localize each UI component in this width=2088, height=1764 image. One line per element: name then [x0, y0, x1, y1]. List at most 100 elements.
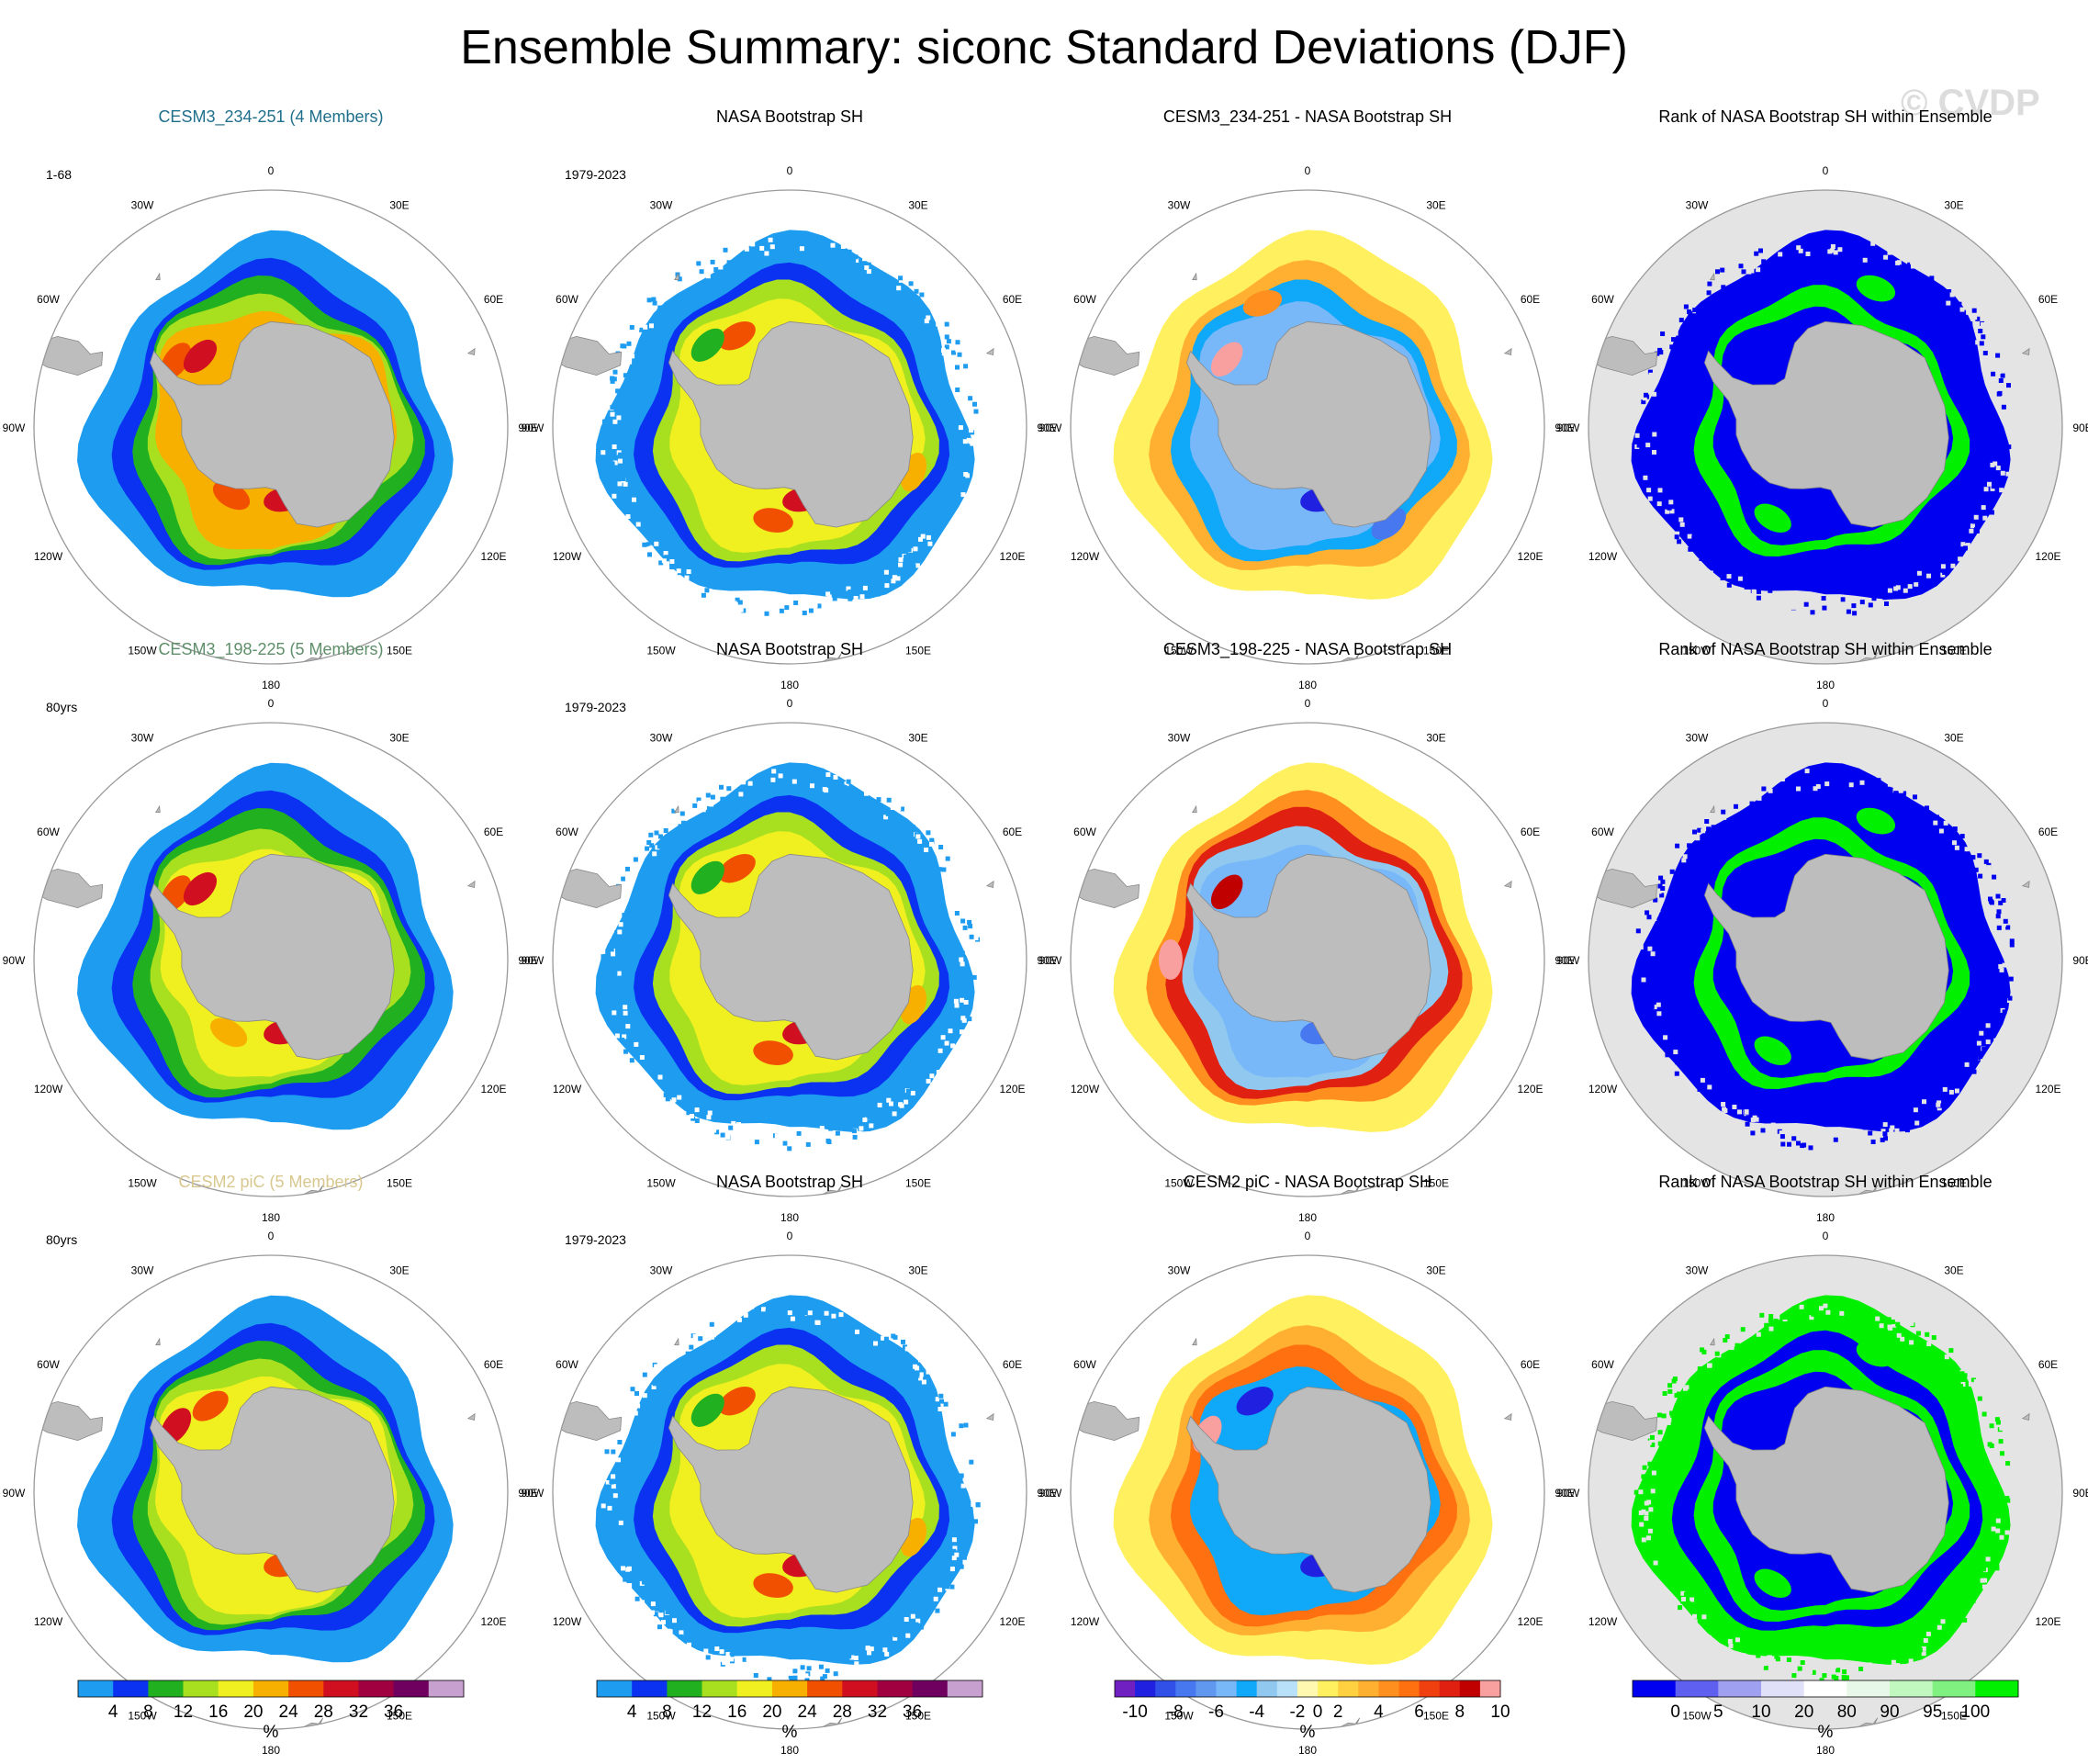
longitude-tick-label: 0 — [1305, 697, 1311, 710]
ice-pixel — [687, 798, 692, 803]
longitude-tick-label: 90W — [1557, 954, 1580, 967]
ice-pixel — [859, 258, 864, 263]
ice-pixel — [895, 1626, 901, 1632]
ice-hotspot — [690, 860, 724, 894]
longitude-tick-label: 180 — [262, 1211, 280, 1224]
ice-pixel — [1770, 1122, 1776, 1128]
ice-pixel — [604, 938, 610, 943]
ice-pixel — [1747, 581, 1753, 587]
ice-pixel — [938, 1393, 944, 1399]
south-georgia-landmass — [1191, 272, 1197, 281]
ice-pixel — [963, 406, 969, 411]
ice-pixel — [1893, 791, 1899, 796]
ice-pixel — [803, 1310, 809, 1316]
ice-pixel — [882, 1647, 888, 1653]
colorbar-tick-label: -6 — [1208, 1702, 1224, 1722]
ice-pixel — [692, 803, 698, 808]
ice-pixel — [1642, 1465, 1647, 1470]
ice-pixel — [674, 805, 679, 811]
ice-pixel — [623, 1005, 628, 1010]
ice-pixel — [951, 1537, 957, 1543]
longitude-tick-label: 30E — [389, 1264, 409, 1277]
ice-pixel — [1658, 350, 1664, 355]
ice-pixel — [1696, 558, 1701, 563]
longitude-tick-label: 30W — [1686, 199, 1709, 212]
ice-hotspot — [718, 320, 756, 351]
longitude-tick-label: 150E — [1941, 645, 1967, 657]
ice-pixel — [1699, 556, 1704, 561]
ice-pixel — [1645, 443, 1651, 448]
ice-pixel — [1985, 1556, 1991, 1562]
map-boundary — [33, 1254, 509, 1730]
ice-pixel — [1803, 778, 1809, 782]
ice-pixel — [1963, 316, 1968, 321]
ice-pixel — [869, 1123, 874, 1129]
panel-period-label: 1979-2023 — [565, 700, 626, 714]
ice-pixel — [1657, 1430, 1663, 1435]
ice-pixel — [758, 1673, 763, 1679]
ice-pixel — [681, 803, 687, 808]
ice-pixel — [1656, 1412, 1662, 1418]
ice-pixel — [729, 1652, 735, 1657]
ice-pixel — [612, 1006, 617, 1011]
ice-pixel — [645, 309, 651, 314]
ice-pixel — [1728, 1643, 1734, 1648]
colorbar-tick-label: 2 — [1333, 1702, 1343, 1722]
ice-pixel — [1981, 1567, 1986, 1572]
longitude-tick-label: 60E — [484, 826, 503, 838]
ice-pixel — [1968, 1381, 1973, 1387]
ice-pixel — [1743, 257, 1748, 263]
ice-pixel — [1844, 245, 1849, 251]
ice-pixel — [796, 1676, 802, 1681]
ice-pixel — [1700, 1077, 1705, 1083]
ice-pixel — [1764, 794, 1769, 800]
ice-pixel — [1995, 1528, 2001, 1534]
ice-pixel — [1970, 1377, 1976, 1383]
ice-pixel — [1890, 1125, 1895, 1130]
ice-pixel — [1736, 1113, 1742, 1118]
ice-pixel — [1997, 1432, 2003, 1437]
ice-pixel — [658, 834, 663, 839]
ice-pixel — [1918, 588, 1923, 593]
ice-pixel — [1985, 1039, 1991, 1045]
ice-pixel — [747, 1319, 753, 1324]
longitude-tick-label: 150E — [387, 1710, 412, 1723]
longitude-tick-label: 150W — [128, 1710, 157, 1723]
map-boundary — [1588, 722, 2063, 1197]
south-georgia-landmass — [1709, 1337, 1715, 1346]
ice-pixel — [1923, 1638, 1928, 1643]
ice-pixel — [1904, 1128, 1910, 1133]
colorbar-tick-label: 20 — [762, 1702, 781, 1722]
ice-pixel — [1796, 786, 1801, 792]
ice-pixel — [911, 564, 916, 569]
ice-pixel — [847, 1320, 852, 1326]
kerguelen-landmass — [985, 1412, 994, 1421]
ice-pixel — [965, 1511, 971, 1517]
ice-pixel — [1768, 780, 1774, 785]
antarctica-landmass — [668, 853, 914, 1061]
ice-pixel — [622, 1034, 627, 1039]
ice-pixel — [760, 595, 766, 601]
ice-pixel — [783, 782, 789, 788]
ice-pixel — [1944, 1354, 1949, 1360]
ice-pixel — [1993, 893, 1998, 898]
longitude-tick-label: 120E — [2035, 1615, 2060, 1628]
ice-pixel — [915, 563, 920, 568]
ice-pixel — [805, 1141, 811, 1147]
ice-pixel — [922, 1383, 927, 1388]
ice-pixel — [818, 1664, 824, 1669]
ice-pixel — [1963, 1073, 1969, 1079]
ice-pixel — [1995, 893, 2001, 899]
ice-pixel — [2006, 383, 2011, 388]
ice-pixel — [1798, 248, 1803, 253]
ice-pixel — [924, 848, 929, 852]
ice-pixel — [645, 542, 651, 547]
ice-pixel — [1791, 1673, 1797, 1679]
ice-pixel — [2005, 1498, 2011, 1503]
panel-title: CESM2 piC - NASA Bootstrap SH — [1184, 1173, 1431, 1191]
ice-pixel — [1679, 522, 1685, 527]
kerguelen-landmass — [2021, 347, 2030, 356]
ice-pixel — [873, 582, 879, 588]
ice-pixel — [1736, 797, 1742, 803]
ice-pixel — [1821, 596, 1826, 601]
